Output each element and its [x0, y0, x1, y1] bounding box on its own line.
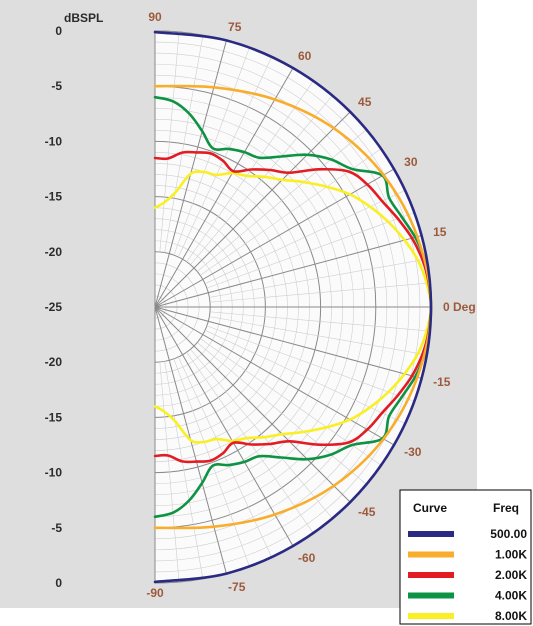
- grid-spoke: [154, 306, 422, 379]
- legend-label: 1.00K: [495, 548, 527, 562]
- grid-spoke: [197, 129, 367, 272]
- radial-tick-label: -10: [45, 466, 63, 480]
- legend: Curve Freq 500.00 1.00K 2.00K 4.00K 8.00K: [399, 489, 532, 625]
- grid-spoke: [206, 325, 415, 402]
- grid-spoke: [173, 47, 250, 256]
- angle-label: 15: [433, 225, 447, 239]
- grid-spoke: [154, 67, 294, 308]
- radial-tick-label: 0: [55, 24, 62, 38]
- legend-swatch: [408, 531, 454, 537]
- angle-label: -60: [298, 551, 316, 565]
- radial-tick-labels: 0 -5 -10 -15 -20 -25 -20 -15 -10 -5 0: [45, 24, 63, 590]
- grid-spoke: [159, 32, 180, 253]
- legend-swatch: [408, 551, 454, 558]
- radial-tick-label: -10: [45, 134, 63, 148]
- grid-spoke: [209, 316, 427, 356]
- grid-spoke: [164, 361, 204, 579]
- radial-tick-label: 0: [55, 576, 62, 590]
- grid-spoke: [209, 282, 430, 303]
- angle-label: 75: [228, 20, 242, 34]
- legend-header-curve: Curve: [413, 501, 447, 515]
- radial-tick-label: -5: [51, 521, 62, 535]
- legend-label: 4.00K: [495, 589, 527, 603]
- legend-swatch: [408, 592, 454, 599]
- curve-group: [153, 30, 433, 584]
- grid-spoke: [173, 358, 250, 567]
- legend-header-freq: Freq: [493, 501, 519, 515]
- grid-spoke: [209, 258, 427, 298]
- legend-label: 500.00: [490, 527, 527, 541]
- angle-label: 90: [148, 10, 162, 24]
- grid-spoke: [186, 352, 314, 534]
- grid-spoke: [178, 356, 272, 558]
- grid-spoke: [206, 212, 415, 289]
- grid-spoke: [154, 306, 294, 547]
- angle-label: 30: [404, 155, 418, 169]
- grid-spoke: [154, 306, 395, 446]
- radial-tick-label: -20: [45, 245, 63, 259]
- grid-spoke: [154, 168, 395, 308]
- grid-spoke: [164, 35, 204, 253]
- radial-tick-label: -15: [45, 190, 63, 204]
- legend-swatch: [408, 572, 454, 578]
- grid-spoke: [154, 235, 422, 308]
- y-axis-label: dBSPL: [64, 11, 103, 25]
- angle-label: -30: [404, 445, 422, 459]
- radial-tick-label: -15: [45, 410, 63, 424]
- angle-label: 45: [358, 95, 372, 109]
- legend-label: 2.00K: [495, 568, 527, 582]
- radial-tick-label: -20: [45, 355, 63, 369]
- angle-label: -45: [358, 505, 376, 519]
- grid-spoke: [190, 349, 333, 519]
- angle-labels: 90 75 60 45 30 15 0 Deg -15 -30 -45 -60 -75 -90: [146, 10, 475, 600]
- grid-spoke: [159, 361, 180, 582]
- radial-tick-label: -25: [45, 300, 63, 314]
- curve-500.00: [153, 30, 433, 584]
- grid-spoke: [186, 80, 314, 262]
- legend-swatch: [408, 613, 454, 619]
- grid-spoke: [190, 95, 333, 265]
- grid-spoke: [197, 342, 367, 485]
- angle-label: -75: [228, 580, 246, 594]
- angle-label: 0 Deg: [443, 300, 476, 314]
- angle-label: -90: [146, 586, 164, 600]
- grid-spoke: [154, 111, 351, 308]
- grid-spoke: [209, 311, 430, 332]
- grid-spoke: [204, 190, 406, 284]
- radial-tick-label: -5: [51, 79, 62, 93]
- angle-label: 60: [298, 49, 312, 63]
- legend-label: 8.00K: [495, 609, 527, 623]
- angle-label: -15: [433, 375, 451, 389]
- grid-spoke: [204, 330, 406, 424]
- grid-spoke: [154, 306, 351, 503]
- grid-spoke: [178, 56, 272, 258]
